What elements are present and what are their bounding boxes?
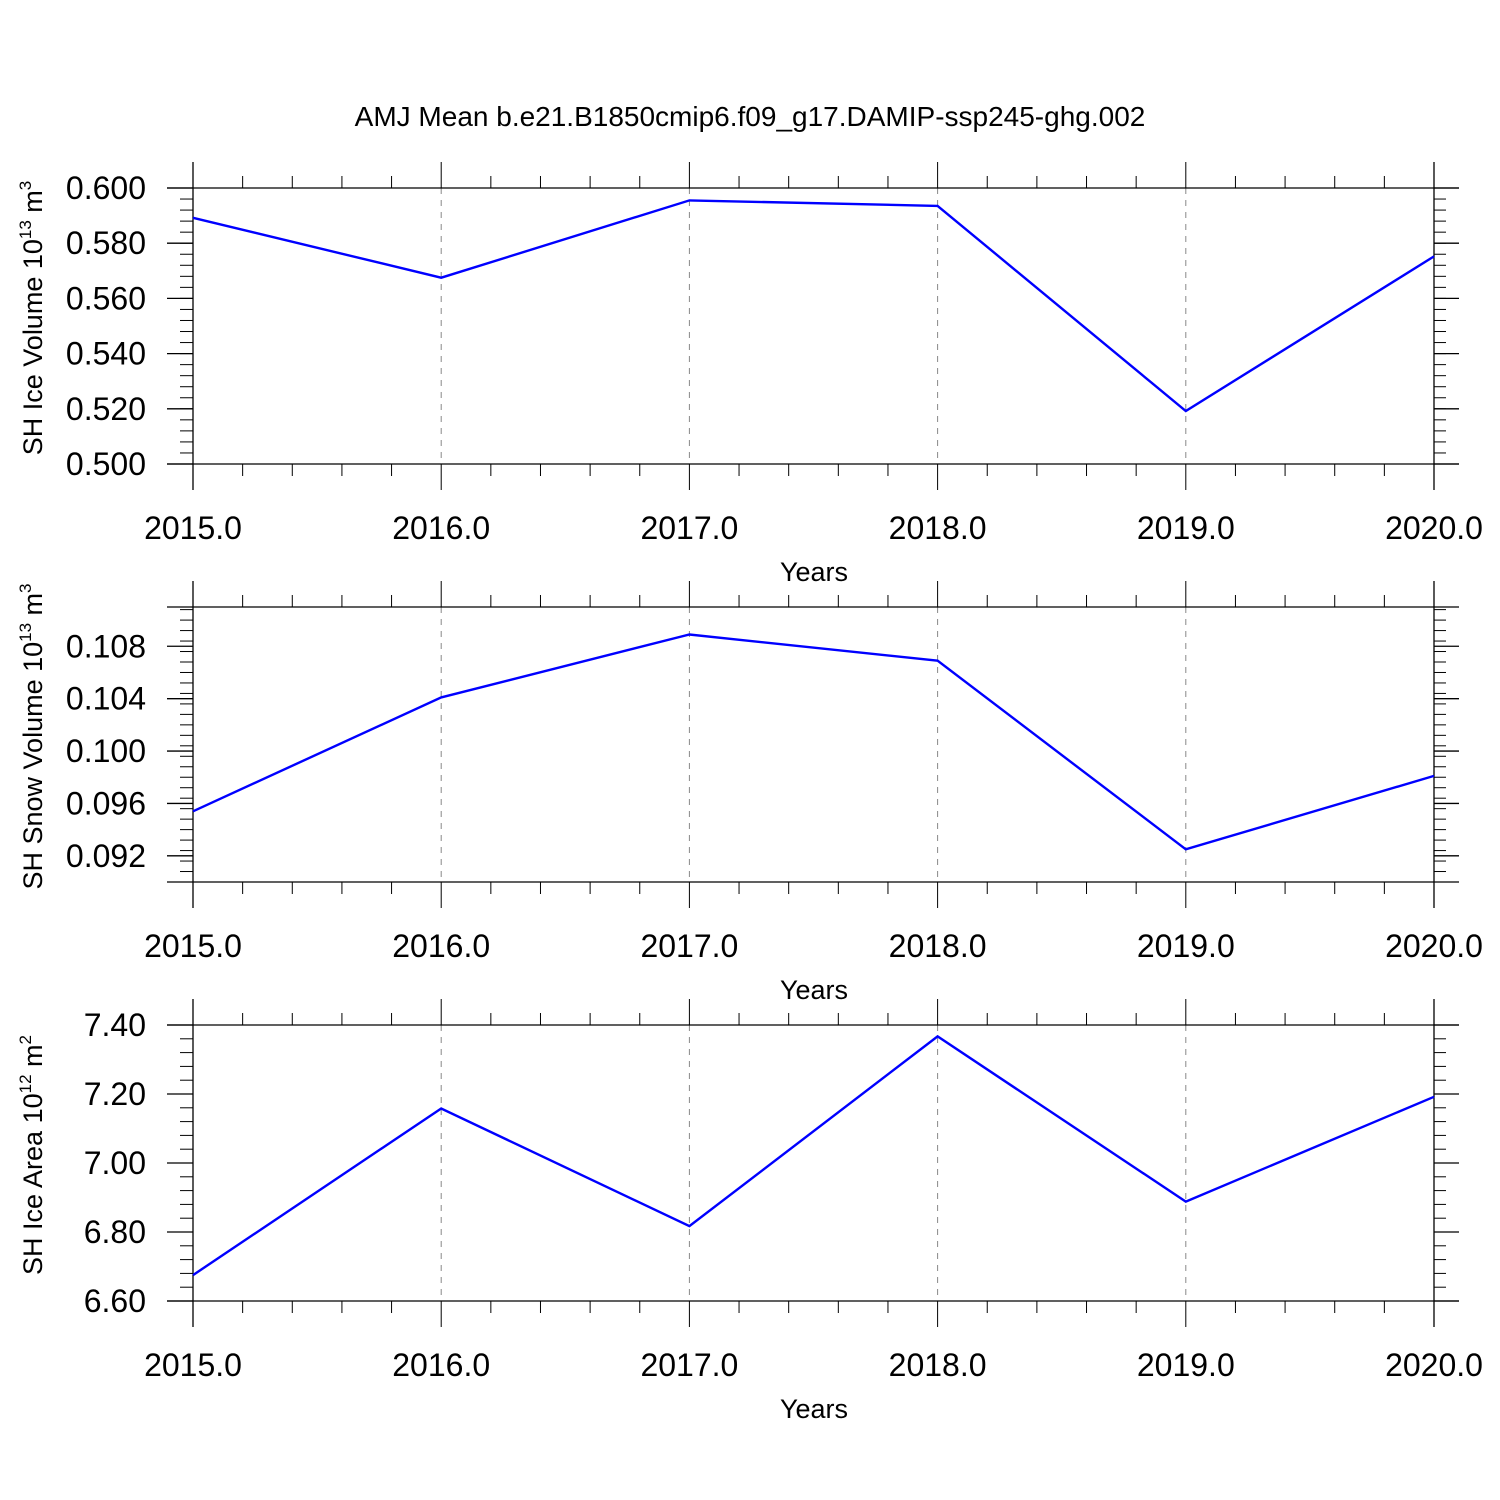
y-axis-title: SH Ice Area 1012 m2 <box>16 1035 48 1275</box>
x-tick-label: 2018.0 <box>889 1347 987 1383</box>
y-axis-title: SH Ice Volume 1013 m3 <box>16 181 48 456</box>
y-tick-label: 6.60 <box>84 1283 146 1319</box>
x-tick-label: 2019.0 <box>1137 928 1235 964</box>
x-tick-label: 2016.0 <box>392 510 490 546</box>
y-tick-label: 7.00 <box>84 1145 146 1181</box>
y-tick-label: 0.600 <box>66 170 146 206</box>
x-tick-label: 2019.0 <box>1137 1347 1235 1383</box>
chart-title: AMJ Mean b.e21.B1850cmip6.f09_g17.DAMIP-… <box>355 101 1146 132</box>
x-tick-label: 2017.0 <box>640 928 738 964</box>
x-tick-label: 2016.0 <box>392 1347 490 1383</box>
y-tick-label: 0.520 <box>66 391 146 427</box>
y-tick-label: 0.540 <box>66 336 146 372</box>
chart-panel-3: 6.60 6.80 7.00 7.20 7.40 2015.0 2016.0 2017.0 20… <box>16 999 1483 1424</box>
x-tick-label: 2015.0 <box>144 1347 242 1383</box>
y-tick-label: 0.092 <box>66 838 146 874</box>
y-tick-label: 7.40 <box>84 1007 146 1043</box>
y-tick-label: 0.580 <box>66 225 146 261</box>
x-tick-label: 2020.0 <box>1385 1347 1483 1383</box>
y-tick-label: 0.560 <box>66 280 146 316</box>
x-tick-label: 2018.0 <box>889 928 987 964</box>
x-tick-label: 2017.0 <box>640 1347 738 1383</box>
x-tick-label: 2016.0 <box>392 928 490 964</box>
y-tick-label: 0.500 <box>66 446 146 482</box>
y-tick-label: 0.104 <box>66 681 146 717</box>
chart-panel-2: 0.092 0.096 0.100 0.104 0.108 2015.0 2016.0 201… <box>16 581 1483 1005</box>
y-tick-label: 7.20 <box>84 1076 146 1112</box>
panels: 0.500 0.520 0.540 0.560 0.580 0.600 2015.0 2016… <box>16 162 1483 1424</box>
x-tick-label: 2020.0 <box>1385 510 1483 546</box>
x-tick-label: 2019.0 <box>1137 510 1235 546</box>
x-tick-label: 2017.0 <box>640 510 738 546</box>
series-line <box>192 199 1435 413</box>
series-line <box>192 1034 1435 1277</box>
x-tick-label: 2020.0 <box>1385 928 1483 964</box>
series-line <box>192 633 1435 851</box>
y-tick-label: 0.108 <box>66 628 146 664</box>
x-axis-title: Years <box>780 975 848 1005</box>
x-axis-title: Years <box>780 1394 848 1424</box>
y-tick-label: 0.096 <box>66 785 146 821</box>
x-tick-label: 2015.0 <box>144 510 242 546</box>
y-tick-label: 0.100 <box>66 733 146 769</box>
chart-panel-1: 0.500 0.520 0.540 0.560 0.580 0.600 2015.0 2016… <box>16 162 1483 587</box>
x-axis-title: Years <box>780 557 848 587</box>
y-tick-label: 6.80 <box>84 1214 146 1250</box>
x-tick-label: 2018.0 <box>889 510 987 546</box>
y-axis-title: SH Snow Volume 1013 m3 <box>16 583 48 889</box>
x-tick-label: 2015.0 <box>144 928 242 964</box>
